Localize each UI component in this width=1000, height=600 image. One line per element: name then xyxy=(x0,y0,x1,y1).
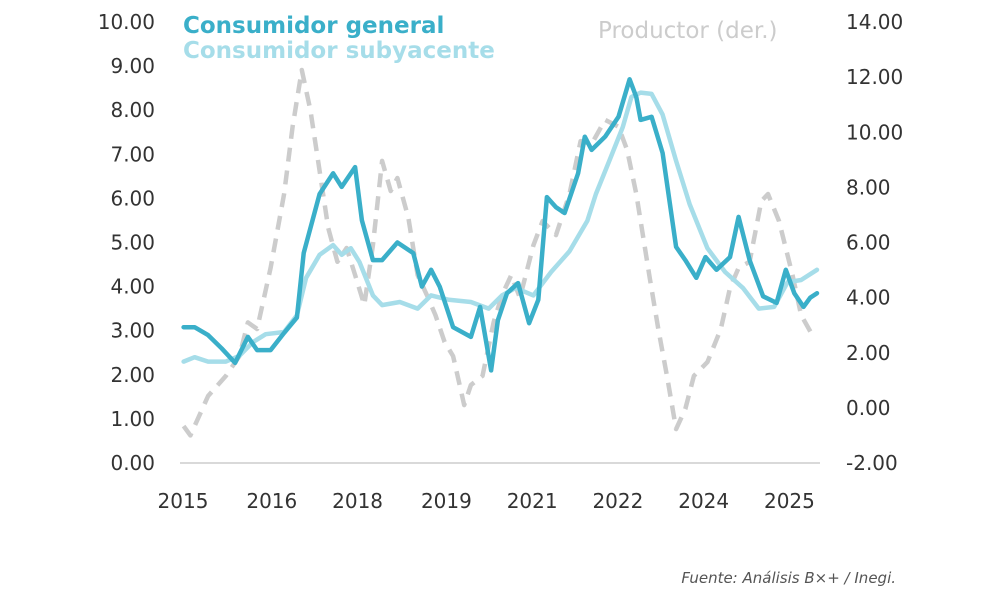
left-tick-label: 3.00 xyxy=(110,319,155,343)
x-tick-label: 2022 xyxy=(592,489,643,513)
x-tick-label: 2016 xyxy=(246,489,297,513)
right-tick-label: 14.00 xyxy=(846,10,903,34)
legend-productor: Productor (der.) xyxy=(598,18,778,44)
left-tick-label: 9.00 xyxy=(110,54,155,78)
right-tick-label: -2.00 xyxy=(846,451,898,475)
right-tick-label: 8.00 xyxy=(846,175,891,199)
legend-consumidor-general: Consumidor general xyxy=(183,13,444,39)
right-axis: -2.00 0.00 2.00 4.00 6.00 8.00 10.00 12.00 14.00 xyxy=(846,10,903,475)
series-line-consumidor-general xyxy=(181,77,820,373)
left-axis: 0.00 1.00 2.00 3.00 4.00 5.00 6.00 7.00 8.00 9.00… xyxy=(98,10,155,475)
x-tick-label: 2025 xyxy=(764,489,815,513)
x-tick-label: 2015 xyxy=(158,489,209,513)
right-tick-label: 2.00 xyxy=(846,341,891,365)
right-tick-label: 10.00 xyxy=(846,120,903,144)
x-tick-label: 2021 xyxy=(507,489,558,513)
left-tick-label: 7.00 xyxy=(110,142,155,166)
series-lines xyxy=(181,67,820,438)
left-tick-label: 8.00 xyxy=(110,98,155,122)
right-tick-label: 6.00 xyxy=(846,231,891,255)
source-note: Fuente: Análisis B×+ / Inegi. xyxy=(681,569,896,587)
x-tick-label: 2018 xyxy=(332,489,383,513)
left-tick-label: 1.00 xyxy=(110,407,155,431)
right-tick-label: 0.00 xyxy=(846,396,891,420)
series-line-productor-der xyxy=(181,67,817,438)
left-tick-label: 0.00 xyxy=(110,451,155,475)
left-tick-label: 10.00 xyxy=(98,10,155,34)
legend-consumidor-subyacente: Consumidor subyacente xyxy=(183,38,495,64)
right-tick-label: 4.00 xyxy=(846,286,891,310)
x-tick-label: 2019 xyxy=(421,489,472,513)
x-tick-label: 2024 xyxy=(678,489,729,513)
left-tick-label: 4.00 xyxy=(110,275,155,299)
left-tick-label: 5.00 xyxy=(110,231,155,255)
left-tick-label: 2.00 xyxy=(110,363,155,387)
right-tick-label: 12.00 xyxy=(846,65,903,89)
left-tick-label: 6.00 xyxy=(110,186,155,210)
x-axis: 2015 2016 2018 2019 2021 2022 2024 2025 xyxy=(158,489,815,513)
